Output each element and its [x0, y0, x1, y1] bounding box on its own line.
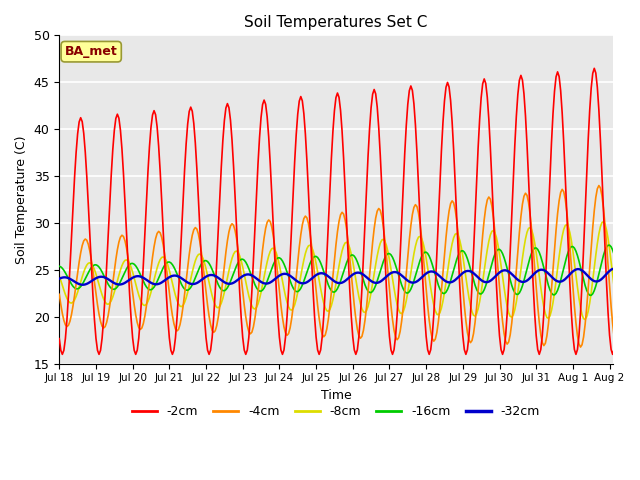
-2cm: [561, 173, 569, 179]
Line: -16cm: -16cm: [60, 244, 640, 296]
-16cm: [76, 285, 83, 291]
-2cm: [56, 336, 63, 341]
-4cm: [356, 336, 364, 341]
-16cm: [560, 265, 568, 271]
Line: -2cm: -2cm: [60, 65, 640, 354]
Text: BA_met: BA_met: [65, 45, 118, 58]
-16cm: [638, 247, 640, 252]
-2cm: [358, 286, 366, 291]
-2cm: [93, 348, 101, 353]
-16cm: [93, 263, 101, 268]
Y-axis label: Soil Temperature (C): Soil Temperature (C): [15, 135, 28, 264]
-32cm: [561, 276, 569, 282]
-2cm: [627, 62, 635, 68]
-32cm: [76, 281, 83, 287]
-8cm: [56, 273, 63, 279]
Line: -8cm: -8cm: [60, 219, 640, 321]
-16cm: [624, 293, 632, 299]
-32cm: [474, 275, 482, 280]
Legend: -2cm, -4cm, -8cm, -16cm, -32cm: -2cm, -4cm, -8cm, -16cm, -32cm: [127, 400, 545, 423]
-8cm: [93, 276, 101, 282]
-4cm: [639, 240, 640, 245]
-16cm: [473, 287, 481, 292]
-16cm: [356, 268, 364, 274]
-4cm: [473, 305, 481, 311]
-4cm: [632, 179, 639, 185]
-8cm: [618, 318, 626, 324]
-16cm: [56, 264, 63, 269]
-8cm: [76, 284, 83, 290]
-32cm: [611, 265, 618, 271]
-2cm: [278, 351, 286, 357]
X-axis label: Time: Time: [321, 389, 351, 402]
-8cm: [560, 227, 568, 232]
-2cm: [76, 119, 83, 125]
Line: -4cm: -4cm: [60, 182, 640, 348]
-32cm: [95, 274, 103, 280]
-8cm: [636, 216, 640, 222]
-8cm: [473, 311, 481, 317]
-2cm: [639, 279, 640, 285]
-32cm: [639, 271, 640, 276]
-4cm: [560, 189, 568, 194]
-32cm: [78, 282, 86, 288]
Line: -32cm: -32cm: [60, 268, 640, 285]
-32cm: [358, 271, 366, 276]
-4cm: [613, 346, 621, 351]
-8cm: [639, 224, 640, 230]
-4cm: [93, 302, 101, 308]
-4cm: [56, 291, 63, 297]
-8cm: [356, 301, 364, 307]
-2cm: [474, 145, 482, 151]
-32cm: [56, 276, 63, 282]
-4cm: [76, 259, 83, 265]
Title: Soil Temperatures Set C: Soil Temperatures Set C: [244, 15, 428, 30]
